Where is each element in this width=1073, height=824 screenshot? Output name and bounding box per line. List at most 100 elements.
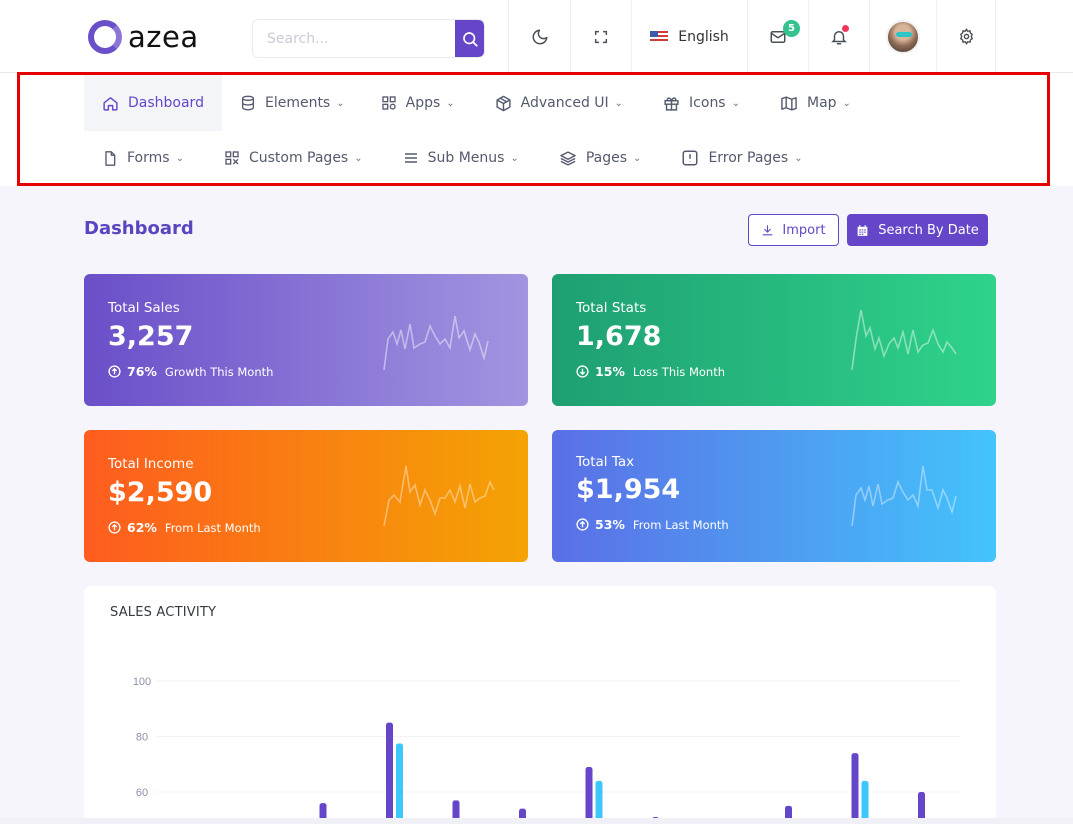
bell-icon — [831, 30, 847, 44]
fullscreen-button[interactable] — [570, 0, 631, 73]
mail-count-badge: 5 — [783, 20, 800, 37]
card-footer: 53% From Last Month — [576, 517, 729, 532]
apps-grid-icon — [381, 96, 396, 110]
chevron-down-icon: ⌄ — [175, 152, 184, 164]
arrow-up-circle-icon — [108, 521, 121, 534]
nav-label: Apps — [405, 95, 441, 111]
page-bottom-edge — [0, 818, 1073, 824]
y-tick-label: 100 — [133, 676, 151, 688]
stat-card-total-sales: Total Sales 3,257 76% Growth This Month — [84, 274, 528, 406]
nav-label: Advanced UI — [520, 95, 609, 111]
card-caption: Growth This Month — [164, 364, 274, 379]
bar-series-a[interactable] — [851, 753, 859, 824]
language-selector[interactable]: English — [631, 0, 747, 73]
mail-icon — [770, 30, 786, 43]
sparkline — [851, 465, 957, 527]
messages-button[interactable]: 5 — [747, 0, 808, 73]
search-by-date-label: Search By Date — [878, 222, 979, 238]
box-icon — [496, 95, 511, 111]
arrow-up-circle-icon — [108, 365, 121, 378]
search-button[interactable] — [455, 20, 484, 57]
file-icon — [105, 150, 116, 166]
nav-label: Error Pages — [708, 150, 789, 166]
calendar-icon — [857, 224, 868, 236]
card-percent: 15% — [595, 364, 625, 379]
nav-label: Elements — [264, 95, 331, 111]
nav-label: Pages — [585, 150, 628, 166]
chevron-down-icon: ⌄ — [510, 152, 519, 164]
nav-item-sub-menus[interactable]: Sub Menus ⌄ — [381, 130, 537, 186]
download-icon — [763, 224, 773, 235]
logo-text: azea — [128, 20, 199, 54]
menu-lines-icon — [404, 153, 417, 163]
nav-item-dashboard[interactable]: Dashboard — [84, 75, 222, 131]
nav-item-forms[interactable]: Forms ⌄ — [84, 130, 202, 186]
nav-label: Forms — [127, 150, 170, 166]
notification-dot — [842, 25, 849, 32]
chevron-down-icon: ⌄ — [336, 97, 345, 109]
search-by-date-button[interactable]: Search By Date — [847, 214, 988, 246]
nav-label: Icons — [689, 95, 726, 111]
nav-item-apps[interactable]: Apps ⌄ — [363, 75, 473, 131]
nav-item-advanced-ui[interactable]: Advanced UI ⌄ — [473, 75, 641, 131]
theme-toggle-button[interactable] — [508, 0, 570, 73]
us-flag-icon — [650, 30, 669, 43]
import-button[interactable]: Import — [748, 214, 839, 246]
card-percent: 53% — [595, 517, 625, 532]
chevron-down-icon: ⌄ — [614, 97, 624, 109]
card-label: Total Income — [108, 456, 194, 472]
card-footer: 62% From Last Month — [108, 520, 261, 535]
stat-card-total-stats: Total Stats 1,678 15% Loss This Month — [552, 274, 996, 406]
page-title: Dashboard — [84, 218, 194, 239]
sales-activity-chart: 60 80 100 — [133, 676, 960, 824]
bar-series-a[interactable] — [386, 722, 393, 824]
import-label: Import — [782, 222, 826, 238]
gear-icon — [959, 28, 973, 45]
nav-item-error-pages[interactable]: Error Pages ⌄ — [659, 130, 820, 186]
nav-label: Sub Menus — [427, 150, 505, 166]
sparkline — [851, 309, 957, 371]
nav-item-pages[interactable]: Pages ⌄ — [537, 130, 660, 186]
card-percent: 62% — [127, 520, 157, 535]
logo-mark-icon — [88, 20, 122, 54]
bar-series-a[interactable] — [918, 792, 925, 824]
search-box — [252, 19, 485, 58]
nav-item-map[interactable]: Map ⌄ — [758, 75, 869, 131]
bar-series-b[interactable] — [396, 743, 403, 824]
nav-label: Map — [807, 95, 837, 111]
arrow-up-circle-icon — [576, 518, 589, 531]
nav-item-elements[interactable]: Elements ⌄ — [222, 75, 363, 131]
avatar — [886, 19, 920, 54]
bar-series-a[interactable] — [585, 767, 593, 824]
nav-row-1: Dashboard Elements ⌄ Apps ⌄ Advanced UI … — [84, 75, 869, 131]
card-value: 3,257 — [108, 321, 194, 352]
card-footer: 76% Growth This Month — [108, 364, 273, 379]
card-value: $2,590 — [108, 477, 213, 508]
bar-series-b[interactable] — [595, 780, 603, 824]
card-label: Total Tax — [576, 454, 635, 470]
nav-item-icons[interactable]: Icons ⌄ — [641, 75, 758, 131]
nav-label: Custom Pages — [248, 150, 349, 166]
settings-button[interactable] — [936, 0, 996, 73]
nav-label: Dashboard — [128, 95, 204, 111]
card-caption: Loss This Month — [632, 364, 726, 379]
chevron-down-icon: ⌄ — [731, 97, 740, 109]
chevron-down-icon: ⌄ — [354, 152, 363, 164]
language-label: English — [678, 28, 729, 45]
map-icon — [781, 95, 797, 111]
notifications-button[interactable] — [808, 0, 869, 73]
card-label: Total Stats — [576, 300, 647, 316]
logo[interactable]: azea — [88, 20, 199, 54]
y-tick-label: 60 — [136, 787, 148, 799]
sales-activity-panel: SALES ACTIVITY 60 80 100 — [84, 586, 996, 824]
bar-series-b[interactable] — [861, 780, 869, 824]
arrow-down-circle-icon — [576, 365, 589, 378]
chevron-down-icon: ⌄ — [794, 152, 803, 164]
qr-grid-icon — [225, 151, 239, 165]
profile-button[interactable] — [869, 0, 936, 73]
nav-item-custom-pages[interactable]: Custom Pages ⌄ — [202, 130, 381, 186]
search-input[interactable] — [253, 20, 455, 57]
search-icon — [462, 31, 478, 47]
moon-icon — [532, 29, 547, 44]
stat-card-total-tax: Total Tax $1,954 53% From Last Month — [552, 430, 996, 562]
